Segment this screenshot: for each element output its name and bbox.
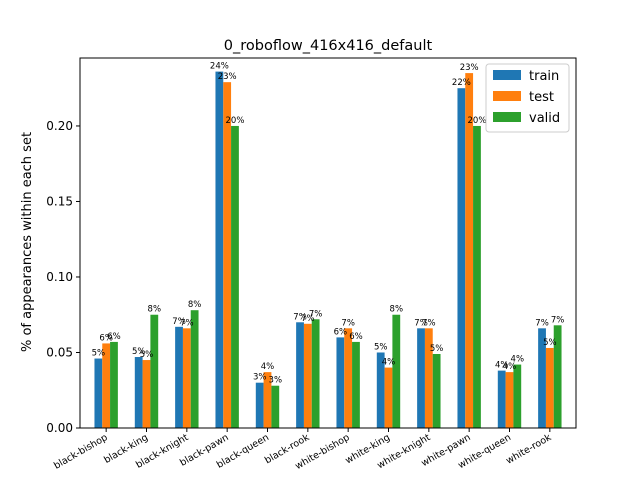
y-tick-label: 0.20	[46, 119, 73, 133]
data-label: 23%	[218, 72, 237, 82]
data-label: 7%	[172, 317, 186, 327]
data-label: 5%	[140, 350, 154, 360]
data-label: 6%	[349, 332, 363, 342]
bar-valid	[553, 325, 562, 428]
legend-swatch-test	[493, 91, 521, 101]
bar-valid	[190, 310, 199, 428]
data-label: 7%	[301, 314, 315, 324]
bar-test	[182, 328, 191, 428]
bar-train	[134, 357, 143, 428]
y-tick-label: 0.00	[46, 421, 73, 435]
data-label: 7%	[551, 315, 565, 325]
data-label: 5%	[374, 342, 388, 352]
legend-swatch-train	[493, 70, 521, 80]
bar-valid	[352, 341, 360, 428]
bars-layer	[94, 71, 562, 429]
y-tick-label: 0.15	[46, 194, 73, 208]
bar-test	[545, 347, 554, 428]
legend-swatch-valid	[493, 112, 521, 122]
data-label: 8%	[390, 305, 404, 315]
bar-valid	[150, 314, 159, 428]
x-tick-label: white-rook	[504, 432, 553, 467]
data-label: 23%	[460, 63, 479, 73]
bar-train	[497, 370, 506, 428]
data-label: 7%	[422, 318, 436, 328]
data-label: 5%	[430, 344, 444, 354]
bar-train	[376, 352, 385, 428]
bar-train	[336, 337, 345, 428]
legend-label-test: test	[529, 90, 554, 105]
data-label: 7%	[341, 318, 355, 328]
y-tick-label: 0.10	[46, 270, 73, 284]
data-label: 3%	[253, 373, 267, 383]
bar-test	[384, 367, 393, 428]
y-axis: 0.00 0.05 0.10 0.15 0.20	[46, 119, 80, 435]
data-label: 6%	[334, 327, 348, 337]
data-label: 24%	[210, 62, 229, 72]
data-label: 22%	[452, 78, 471, 88]
data-label: 4%	[511, 355, 525, 365]
data-label: 7%	[414, 318, 428, 328]
plot-frame	[79, 57, 577, 429]
bar-train	[175, 326, 183, 428]
y-axis-label: % of appearances within each set	[20, 132, 35, 352]
bar-valid	[110, 341, 118, 428]
bar-valid	[311, 319, 320, 428]
bar-valid	[392, 314, 401, 428]
bar-test	[344, 328, 353, 428]
data-label: 8%	[148, 305, 162, 315]
bar-test	[263, 372, 272, 428]
bar-test	[465, 73, 474, 428]
bar-train	[296, 322, 304, 428]
bar-test	[102, 343, 111, 428]
data-label: 7%	[535, 318, 549, 328]
data-label: 8%	[188, 300, 202, 310]
bar-train	[457, 88, 466, 429]
data-label: 4%	[261, 362, 275, 372]
data-label: 4%	[495, 361, 509, 371]
legend-label-valid: valid	[529, 111, 560, 126]
bar-train	[215, 71, 224, 429]
data-label: 7%	[293, 312, 307, 322]
x-tick-label: black-bishop	[52, 432, 110, 472]
data-label: 6%	[107, 332, 121, 342]
bar-train	[255, 382, 264, 428]
legend: train test valid	[485, 63, 570, 133]
data-label: 6%	[99, 333, 113, 343]
bar-train	[538, 328, 546, 428]
bar-test	[303, 323, 312, 428]
data-label: 7%	[309, 309, 323, 319]
data-label: 5%	[543, 338, 557, 348]
bar-valid	[432, 354, 441, 428]
bar-test	[142, 360, 151, 428]
data-label: 4%	[382, 358, 396, 368]
data-label: 3%	[269, 376, 283, 386]
data-label: 20%	[226, 116, 245, 126]
bar-valid	[473, 125, 481, 429]
data-label: 4%	[503, 362, 517, 372]
bar-valid	[513, 364, 522, 428]
legend-label-train: train	[529, 69, 559, 84]
bar-valid	[231, 125, 239, 429]
bar-train	[417, 328, 425, 428]
x-axis: black-bishopblack-kingblack-knightblack-…	[52, 428, 554, 472]
bar-valid	[271, 385, 280, 428]
bar-test	[424, 328, 433, 428]
data-labels-layer: 5%6%6%5%5%8%7%7%8%24%23%20%3%4%3%7%7%7%6…	[92, 62, 565, 386]
data-label: 5%	[132, 347, 146, 357]
data-label: 7%	[180, 318, 194, 328]
bar-test	[505, 372, 514, 428]
y-tick-label: 0.05	[46, 345, 73, 359]
chart-title: 0_roboflow_416x416_default	[224, 38, 433, 54]
data-label: 20%	[468, 116, 487, 126]
bar-test	[223, 82, 232, 428]
data-label: 5%	[92, 349, 106, 359]
bar-train	[94, 358, 103, 428]
